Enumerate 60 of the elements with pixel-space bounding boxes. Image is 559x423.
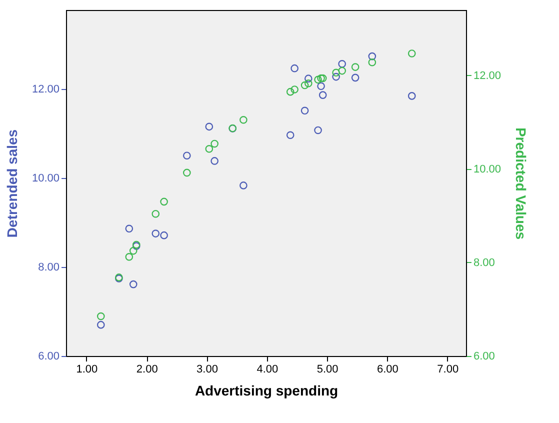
point <box>183 168 191 177</box>
point <box>368 52 376 60</box>
x-tick-label: 2.00 <box>136 364 158 376</box>
point <box>304 74 312 82</box>
y2-tick-label: 12.00 <box>474 70 502 82</box>
point <box>286 88 294 96</box>
point <box>317 82 325 90</box>
point <box>351 74 360 82</box>
point <box>290 64 298 72</box>
point <box>300 106 309 115</box>
point <box>96 320 105 329</box>
x-tick-label: 6.00 <box>376 364 398 376</box>
point <box>332 68 340 77</box>
point <box>160 198 168 206</box>
x-tick-label: 5.00 <box>316 364 338 376</box>
point <box>240 116 248 124</box>
x-tick-label: 7.00 <box>437 364 459 376</box>
point <box>125 252 134 261</box>
point <box>125 224 134 233</box>
point <box>317 74 325 82</box>
point <box>408 92 416 100</box>
point <box>160 231 168 240</box>
point <box>129 246 138 255</box>
y-tick-label: 8.00 <box>38 261 60 274</box>
point <box>408 50 416 58</box>
y-tick-label: 6.00 <box>38 350 60 362</box>
point <box>96 312 105 320</box>
point <box>290 86 298 94</box>
y-tick-label: 10.00 <box>32 172 60 184</box>
point <box>286 131 294 140</box>
y2-tick-label: 6.00 <box>474 350 495 362</box>
point <box>338 60 346 68</box>
point <box>210 157 218 165</box>
point <box>205 122 214 131</box>
point <box>210 140 218 148</box>
y2-axis-title: Predicted Values <box>513 127 530 240</box>
x-tick-label: 4.00 <box>256 364 278 376</box>
y2-tick-label: 8.00 <box>474 256 495 269</box>
point <box>183 152 191 160</box>
point <box>351 63 360 71</box>
point <box>318 91 327 99</box>
point <box>338 66 346 75</box>
x-axis-title: Advertising spending <box>194 382 338 398</box>
y-tick-label: 12.00 <box>32 83 60 96</box>
x-tick-label: 3.00 <box>196 364 218 376</box>
point <box>368 58 376 66</box>
point <box>152 230 160 238</box>
point <box>240 182 248 190</box>
point <box>318 74 327 82</box>
point <box>300 81 309 90</box>
point <box>152 210 160 218</box>
point <box>304 80 312 88</box>
point <box>205 144 214 153</box>
point <box>314 126 322 134</box>
y-axis-title: Detrended sales <box>4 129 20 238</box>
x-tick-label: 1.00 <box>76 364 98 376</box>
point <box>332 72 340 81</box>
point <box>129 280 138 288</box>
y2-tick-label: 10.00 <box>474 163 502 176</box>
point <box>314 76 322 84</box>
